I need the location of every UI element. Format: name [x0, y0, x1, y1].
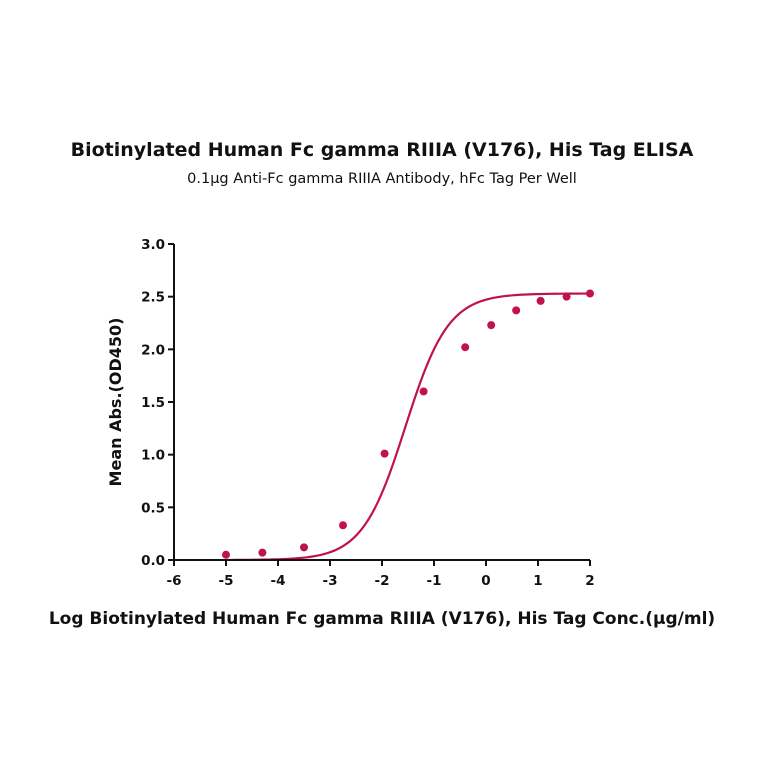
chart-subtitle: 0.1μg Anti-Fc gamma RIIIA Antibody, hFc … [187, 171, 577, 187]
y-tick-label: 0.0 [141, 553, 165, 569]
data-point [512, 306, 521, 315]
data-point [258, 548, 267, 557]
fit-curve [225, 292, 590, 562]
data-point [380, 449, 389, 458]
y-axis-title: Mean Abs.(OD450) [106, 318, 125, 487]
x-tick-label: 0 [481, 573, 490, 589]
data-point [586, 289, 594, 298]
y-tick-label: 3.0 [141, 237, 165, 253]
data-point [222, 550, 230, 559]
x-axis-ticks: -6 -5 -4 -3 -2 -1 0 1 2 [167, 560, 595, 589]
x-tick-label: -4 [271, 573, 286, 589]
chart-title: Biotinylated Human Fc gamma RIIIA (V176)… [71, 139, 694, 161]
y-tick-label: 2.5 [141, 290, 165, 306]
y-tick-label: 1.5 [141, 395, 165, 411]
data-point [562, 292, 571, 301]
y-tick-label: 2.0 [141, 342, 165, 358]
data-points-layer [222, 289, 594, 559]
x-tick-label: -2 [375, 573, 390, 589]
data-point [487, 321, 496, 330]
x-tick-label: 2 [585, 573, 594, 589]
x-tick-label: -6 [167, 573, 182, 589]
x-tick-label: -1 [427, 573, 442, 589]
data-point [339, 521, 347, 530]
fit-curve-layer [225, 292, 590, 562]
y-tick-label: 0.5 [141, 500, 165, 516]
data-point [536, 296, 545, 305]
data-point [300, 543, 308, 552]
y-tick-label: 1.0 [141, 448, 165, 464]
x-tick-label: 1 [533, 573, 542, 589]
data-point [419, 387, 428, 396]
x-tick-label: -3 [323, 573, 338, 589]
x-tick-label: -5 [219, 573, 234, 589]
x-axis-title: Log Biotinylated Human Fc gamma RIIIA (V… [49, 609, 715, 629]
y-axis-ticks: 0.0 0.5 1.0 1.5 2.0 2.5 3.0 [141, 237, 174, 569]
data-point [461, 343, 470, 352]
